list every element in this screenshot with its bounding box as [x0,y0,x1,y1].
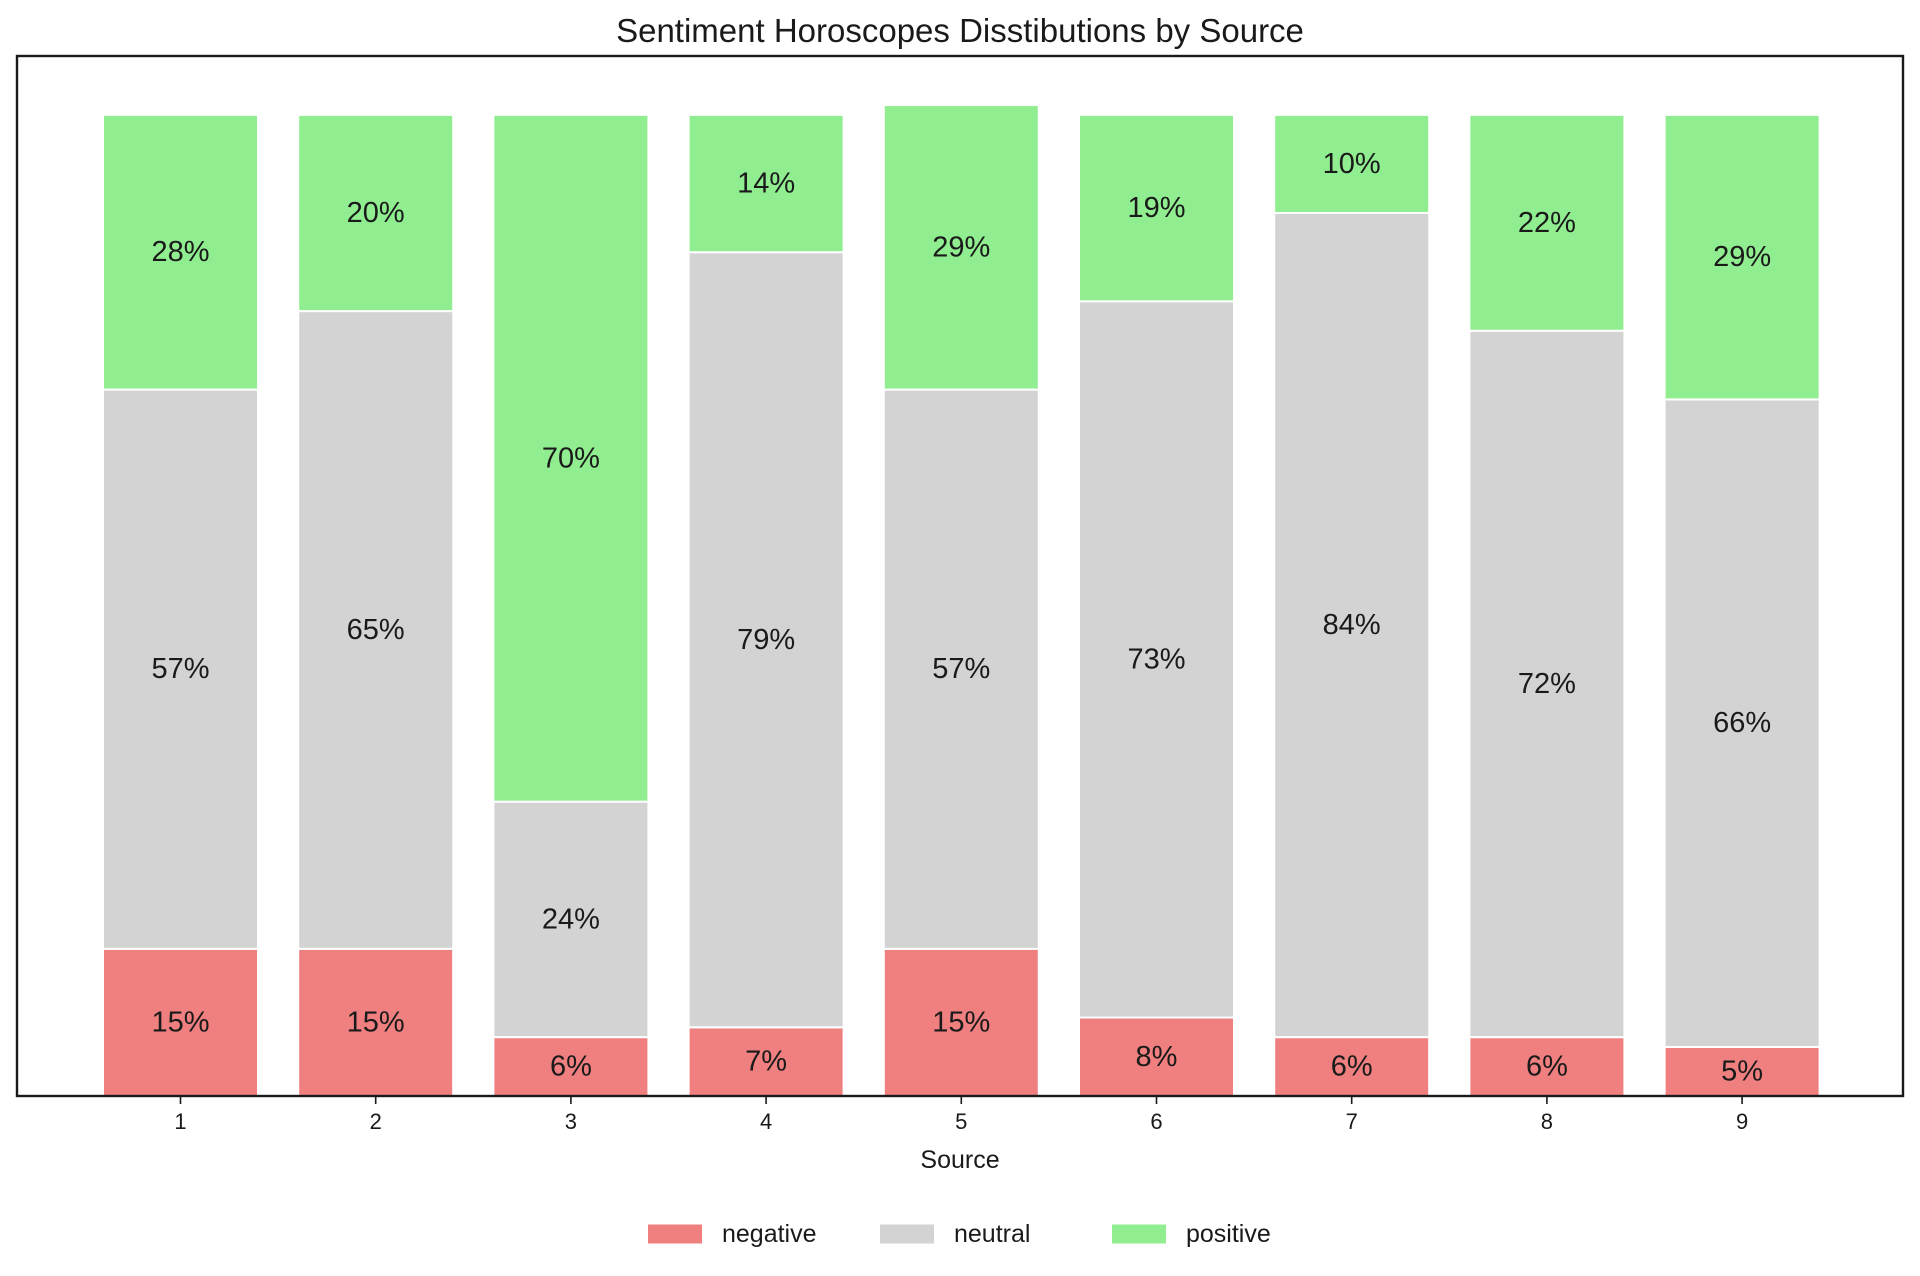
bar-neutral-source-5 [882,388,1040,950]
bar-positive-source-4 [687,113,845,254]
data-label-negative-source-3: 6% [550,1051,592,1083]
data-label-negative-source-4: 7% [745,1046,787,1078]
bar-neutral-source-2 [297,310,455,950]
bar-neutral-source-7 [1273,211,1431,1039]
data-label-positive-source-1: 28% [151,236,209,268]
data-label-positive-source-7: 10% [1323,148,1381,180]
data-label-positive-source-2: 20% [347,197,405,229]
legend-label-positive: positive [1186,1220,1271,1248]
x-tick-label-5: 5 [955,1109,967,1134]
chart-title: Sentiment Horoscopes Disstibutions by So… [616,12,1304,49]
data-label-positive-source-8: 22% [1518,207,1576,239]
bar-negative-source-1 [102,947,259,1098]
bar-negative-source-5 [882,947,1040,1098]
x-tick-label-2: 2 [370,1109,382,1134]
data-label-negative-source-7: 6% [1331,1051,1373,1083]
bar-negative-source-7 [1273,1036,1431,1098]
data-label-negative-source-2: 15% [347,1006,405,1038]
data-label-positive-source-4: 14% [737,168,795,200]
bar-neutral-source-3 [492,800,650,1039]
bar-positive-source-5 [882,104,1040,391]
data-label-negative-source-8: 6% [1526,1051,1568,1083]
x-tick-label-1: 1 [174,1109,186,1134]
bar-positive-source-6 [1078,113,1235,303]
bar-positive-source-9 [1663,113,1821,401]
x-tick-label-3: 3 [565,1109,577,1134]
legend-label-negative: negative [722,1220,817,1248]
data-label-neutral-source-5: 57% [932,653,990,685]
data-label-neutral-source-4: 79% [737,624,795,656]
data-label-neutral-source-8: 72% [1518,668,1576,700]
data-label-neutral-source-6: 73% [1127,643,1185,675]
bar-negative-source-6 [1078,1016,1235,1098]
legend-swatch-neutral [880,1224,934,1244]
legend: negative neutral positive [648,1220,1271,1248]
x-tick-label-9: 9 [1736,1109,1748,1134]
x-tick-label-8: 8 [1541,1109,1553,1134]
bar-neutral-source-4 [687,251,845,1029]
data-label-neutral-source-7: 84% [1323,609,1381,641]
bars-layer [102,104,1821,1098]
bar-positive-source-8 [1468,113,1626,332]
bar-positive-source-1 [102,113,259,391]
data-label-negative-source-9: 5% [1721,1055,1763,1087]
x-axis-ticks: 1 2 3 4 5 6 7 8 9 [174,1096,1748,1134]
legend-label-neutral: neutral [954,1220,1030,1248]
plot-frame [15,54,1905,1098]
data-label-negative-source-1: 15% [151,1006,209,1038]
data-label-neutral-source-1: 57% [151,653,209,685]
x-tick-label-7: 7 [1346,1109,1358,1134]
data-label-positive-source-9: 29% [1713,241,1771,273]
x-tick-label-4: 4 [760,1109,772,1134]
data-label-neutral-source-9: 66% [1713,707,1771,739]
data-label-negative-source-6: 8% [1136,1041,1178,1073]
data-labels-layer: 15% 57% 28% 15% 65% 20% 6% 24% 70% 7% 79% 14% 15% 57%… [151,148,1771,1088]
bar-negative-source-8 [1468,1036,1626,1098]
bar-neutral-source-6 [1078,300,1235,1019]
bar-positive-source-3 [492,113,650,803]
bar-neutral-source-8 [1468,329,1626,1039]
legend-swatch-negative [648,1224,702,1244]
data-label-negative-source-5: 15% [932,1006,990,1038]
x-axis-label: Source [920,1146,999,1174]
data-label-neutral-source-3: 24% [542,903,600,935]
bar-positive-source-7 [1273,113,1431,214]
bar-negative-source-3 [492,1036,650,1098]
data-label-neutral-source-2: 65% [347,614,405,646]
bar-neutral-source-9 [1663,398,1821,1048]
data-label-positive-source-6: 19% [1127,192,1185,224]
data-label-positive-source-5: 29% [932,231,990,263]
legend-swatch-positive [1112,1224,1166,1244]
data-label-positive-source-3: 70% [542,442,600,474]
bar-positive-source-2 [297,113,455,313]
x-tick-label-6: 6 [1150,1109,1162,1134]
